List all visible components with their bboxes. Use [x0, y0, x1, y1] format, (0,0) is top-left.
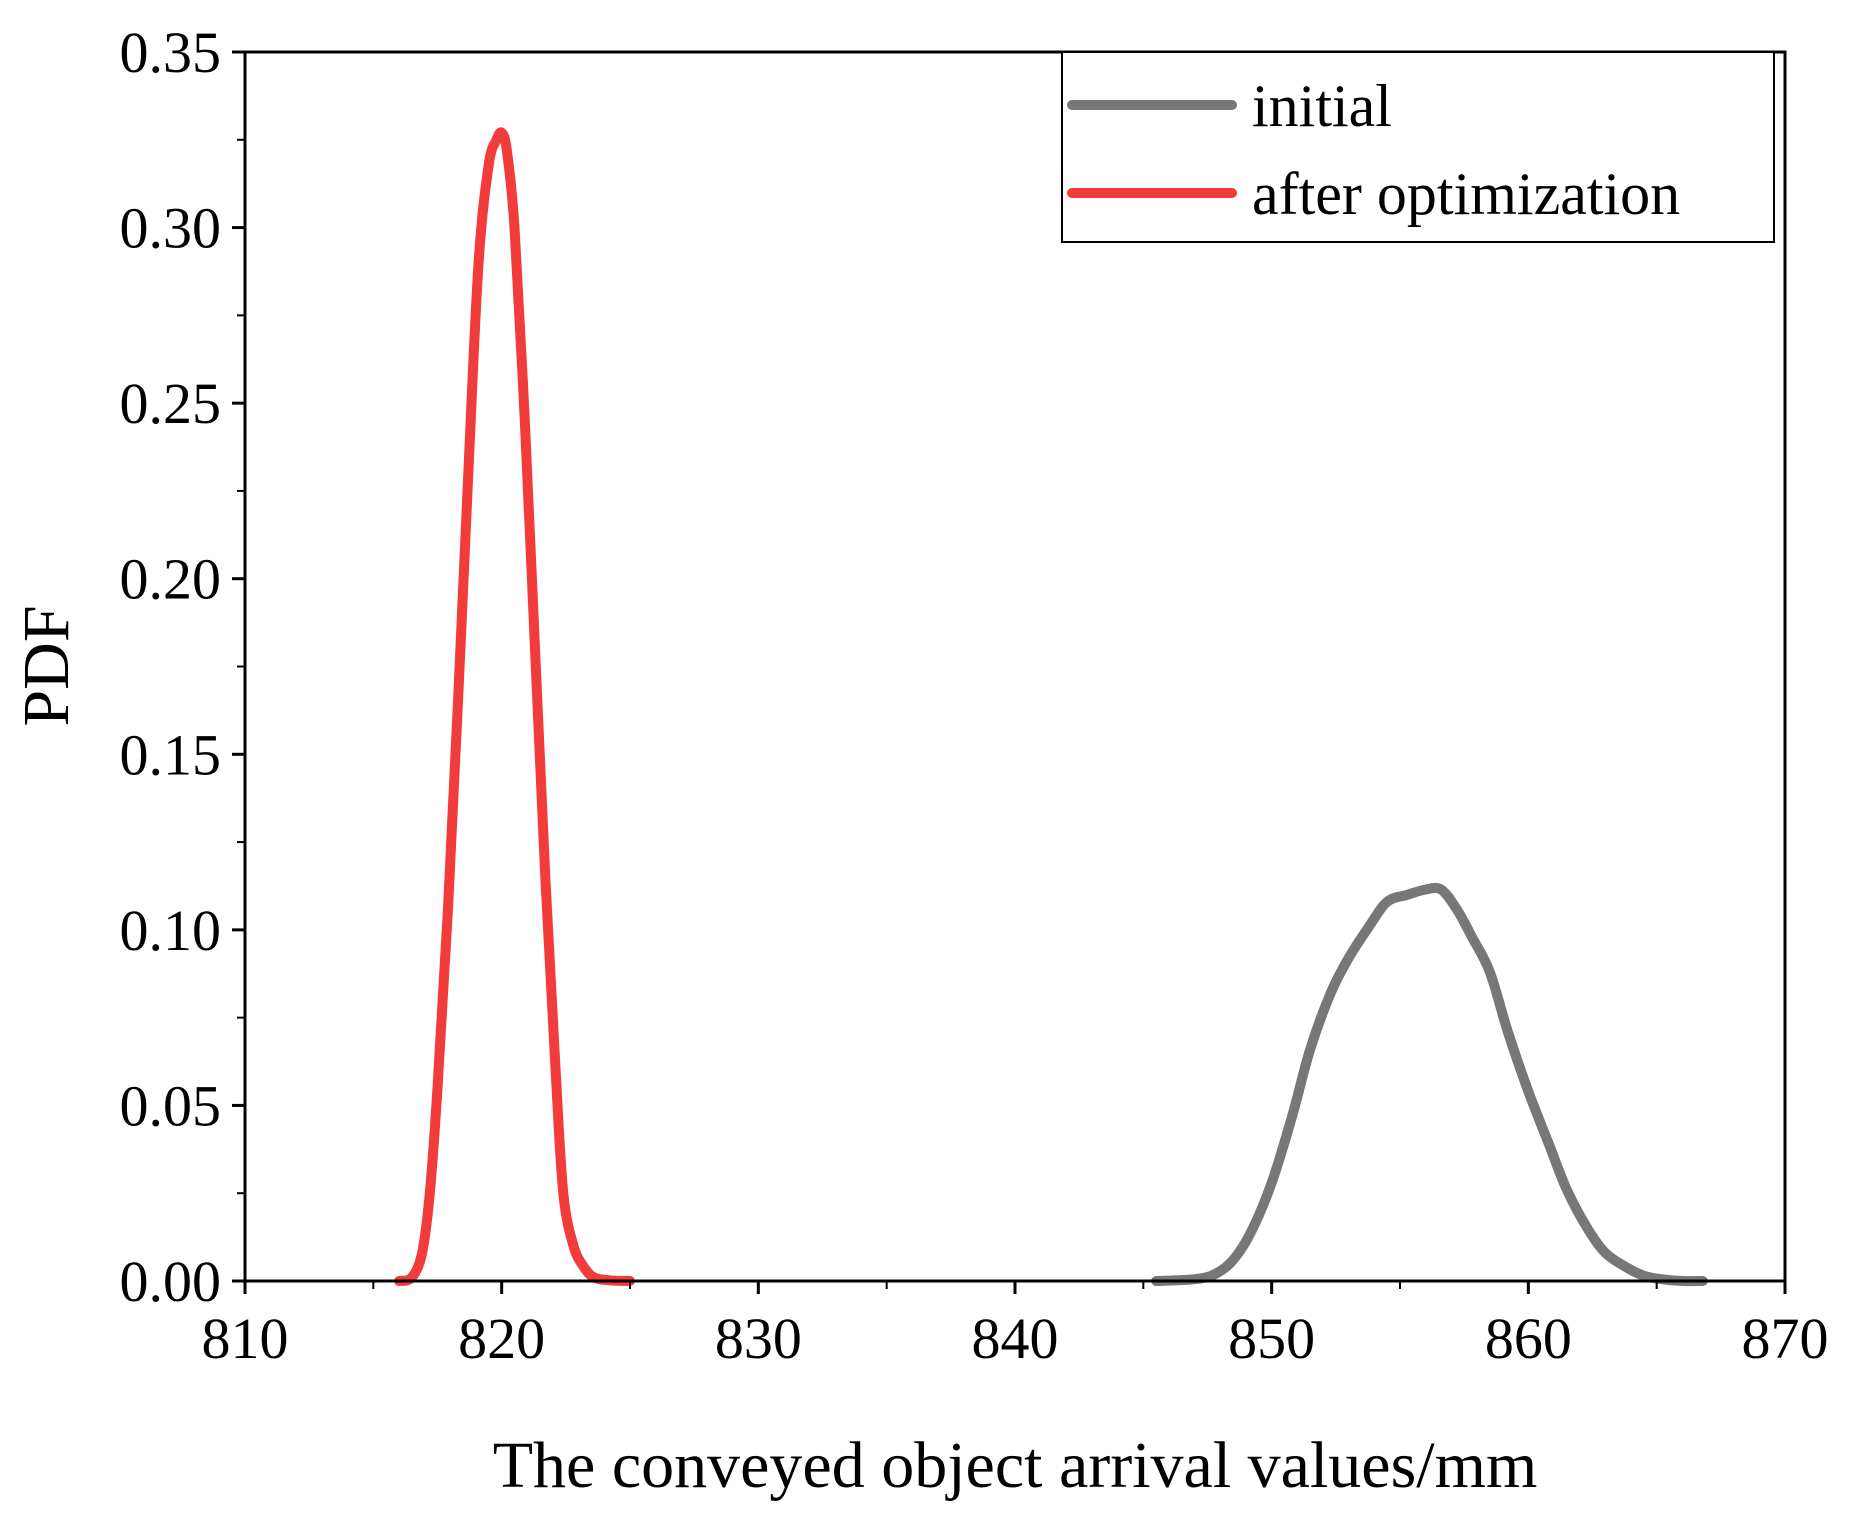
x-tick-label: 860 [1485, 1306, 1572, 1371]
legend-label-initial: initial [1252, 73, 1392, 139]
legend-box [1061, 51, 1775, 243]
y-axis-title: PDF [10, 605, 83, 726]
legend: initial after optimization [1061, 51, 1775, 243]
tick-labels-layer: 810 820 830 840 850 860 870 0.00 0.05 0.10 0.15 0.2… [120, 20, 1829, 1371]
y-tick-label: 0.35 [120, 20, 222, 85]
series-layer [394, 127, 1708, 1287]
y-tick-label: 0.20 [120, 547, 222, 612]
x-tick-label: 840 [972, 1306, 1059, 1371]
x-axis-title: The conveyed object arrival values/mm [493, 1429, 1538, 1502]
legend-label-after-optimization: after optimization [1252, 161, 1680, 227]
y-tick-label: 0.15 [120, 722, 222, 787]
x-tick-label: 820 [458, 1306, 545, 1371]
ticks-layer [232, 50, 1787, 1294]
y-tick-label: 0.30 [120, 196, 222, 261]
x-tick-label: 870 [1742, 1306, 1829, 1371]
x-tick-label: 830 [715, 1306, 802, 1371]
y-tick-label: 0.05 [120, 1073, 222, 1138]
y-tick-label: 0.10 [120, 898, 222, 963]
series-line-initial [1151, 882, 1708, 1287]
series-line-after-optimization [394, 127, 635, 1286]
x-tick-label: 810 [202, 1306, 289, 1371]
y-tick-label: 0.00 [120, 1249, 222, 1314]
x-tick-label: 850 [1228, 1306, 1315, 1371]
y-tick-label: 0.25 [120, 371, 222, 436]
